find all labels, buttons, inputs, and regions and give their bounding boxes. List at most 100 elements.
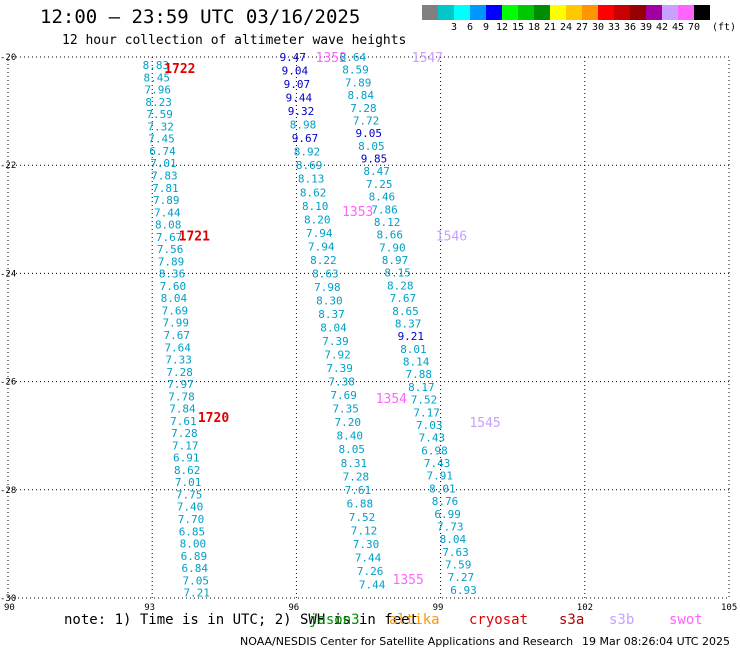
legend-swatch [694,5,710,20]
wave-height-label: 6.91 [173,452,200,465]
wave-height-label: 7.26 [357,565,384,578]
wave-height-label: 7.40 [177,501,204,514]
wave-height-label: 8.22 [310,254,337,267]
footer-note: note: 1) Time is in UTC; 2) SWH is in fe… [64,612,419,628]
legend-label: 21 [543,22,557,33]
wave-height-label: 9.44 [286,92,313,105]
generated-timestamp: 19 Mar 08:26:04 UTC 2025 [582,635,730,648]
wave-height-label: 7.88 [405,368,432,381]
wave-height-label: 8.10 [302,200,329,213]
wave-height-label: 9.04 [282,65,309,78]
legend-swatch [550,5,566,20]
wave-height-label: 7.64 [164,341,191,354]
page-subtitle: 12 hour collection of altimeter wave hei… [62,33,407,48]
wave-height-label: 7.97 [167,378,194,391]
wave-height-label: 7.44 [359,578,386,591]
wave-height-label: 7.32 [147,120,174,133]
lat-tick-label: -24 [0,269,16,279]
wave-height-label: 8.05 [339,443,366,456]
legend-swatch [470,5,486,20]
wave-height-label: 8.28 [387,279,414,292]
satellite-label-s3a: s3a [559,612,585,628]
lon-tick-label: 105 [721,603,737,613]
wave-height-label: 8.20 [304,213,331,226]
wave-height-label: 7.59 [146,108,173,121]
satellite-source-list: jason3 altika cryosat s3a s3b swot [309,612,739,630]
satellite-label-altika: altika [389,612,440,628]
credit-line: NOAA/NESDIS Center for Satellite Applica… [240,635,574,648]
page-title: 12:00 – 23:59 UTC 03/16/2025 [40,6,361,28]
wave-height-label: 8.76 [432,495,459,508]
wave-height-label: 7.05 [182,574,209,587]
wave-height-label: 7.39 [322,335,349,348]
wave-height-label: 6.74 [149,145,176,158]
legend-label: 30 [591,22,605,33]
legend-swatch [598,5,614,20]
wave-height-label: 8.31 [341,457,368,470]
wave-height-label: 8.83 [143,59,170,72]
wave-height-label: 7.21 [183,587,210,600]
wave-height-label: 9.05 [355,127,382,140]
legend-swatch [518,5,534,20]
wave-height-label: 9.07 [284,78,311,91]
wave-height-label: 7.44 [154,206,181,219]
wave-height-label: 7.25 [366,178,393,191]
wave-height-label: 8.37 [395,317,422,330]
satellite-label-swot: swot [669,612,703,628]
wave-height-label: 7.17 [172,439,199,452]
wave-height-label: 8.15 [384,267,411,280]
wave-height-label: 7.84 [169,403,196,416]
wave-height-label: 6.88 [347,497,374,510]
wave-height-label: 7.89 [158,255,185,268]
wave-height-label: 7.86 [371,203,398,216]
wave-height-label: 7.44 [355,551,382,564]
wave-height-label: 7.94 [306,227,333,240]
wave-height-label: 7.90 [379,241,406,254]
legend-swatch [630,5,646,20]
wave-height-label: 7.52 [349,511,376,524]
wave-height-label: 7.83 [151,170,178,183]
wave-height-label: 7.39 [326,362,353,375]
wave-height-label: 6.84 [182,562,209,575]
pass-time-label: 1546 [436,230,467,245]
wave-height-label: 7.17 [413,406,440,419]
wave-height-label: 7.01 [150,157,177,170]
pass-time-label: 1547 [412,51,443,66]
legend-label: 9 [482,22,490,33]
wave-height-label: 7.27 [448,571,475,584]
legend-swatch [614,5,630,20]
wave-height-label: 6.99 [434,508,461,521]
pass-time-label: 1354 [376,392,407,407]
wave-height-label: 7.20 [334,416,361,429]
wave-height-label: 7.67 [390,292,417,305]
pass-time-label: 1353 [342,205,373,220]
wave-height-label: 7.61 [345,484,372,497]
legend-label: 27 [575,22,589,33]
wave-height-label: 8.36 [159,268,186,281]
wave-height-label: 7.69 [162,304,189,317]
lat-tick-label: -28 [0,486,16,496]
wave-height-label: 7.70 [178,513,205,526]
lat-tick-label: -20 [0,53,16,63]
wave-height-label: 7.89 [345,76,372,89]
legend-swatch [486,5,502,20]
wave-height-label: 7.96 [144,84,171,97]
wave-height-label: 8.14 [403,356,430,369]
legend-label: 42 [655,22,669,33]
wave-height-label: 9.85 [361,153,388,166]
wave-height-label: 6.98 [421,444,448,457]
legend-label: 18 [527,22,541,33]
wave-height-label: 7.60 [160,280,187,293]
wave-height-label: 8.08 [155,219,182,232]
legend-label: 70 [687,22,701,33]
wave-height-label: 8.01 [400,343,427,356]
wave-height-label: 7.92 [324,349,351,362]
wave-height-label: 8.62 [300,186,327,199]
wave-height-label: 7.35 [332,403,359,416]
legend-label: 15 [511,22,525,33]
map-frame [7,56,730,599]
wave-height-label: 9.32 [288,105,315,118]
wave-height-label: 8.23 [145,96,172,109]
legend-swatch [678,5,694,20]
wave-height-label: 8.98 [290,119,317,132]
